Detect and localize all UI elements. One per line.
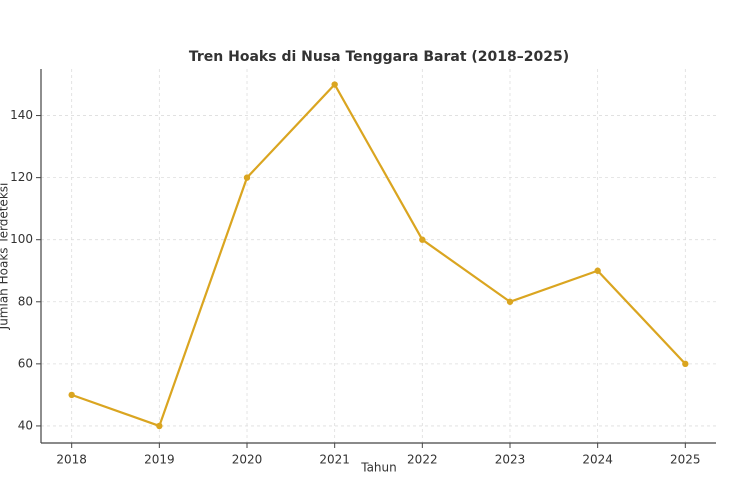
y-axis-label: Jumlah Hoaks Terdeteksi xyxy=(0,183,11,331)
chart-title: Tren Hoaks di Nusa Tenggara Barat (2018–… xyxy=(189,49,569,65)
point xyxy=(243,174,251,181)
point xyxy=(156,422,163,430)
line xyxy=(71,82,687,428)
x-tick-label: 2024 xyxy=(582,453,613,467)
y-tick-label: 120 xyxy=(10,170,33,184)
point xyxy=(594,267,601,274)
point xyxy=(419,236,426,243)
y-tick-label: 80 xyxy=(18,294,33,308)
x-tick-label: 2021 xyxy=(319,453,350,467)
point xyxy=(331,81,338,88)
point xyxy=(68,391,75,399)
y-tick-label: 60 xyxy=(18,356,33,370)
point xyxy=(506,298,514,305)
y-tick-label: 40 xyxy=(18,418,33,432)
x-tick-label: 2023 xyxy=(495,453,526,467)
x-tick-label: 2022 xyxy=(407,453,438,467)
x-axis-label: Tahun xyxy=(360,461,397,475)
x-tick-label: 2020 xyxy=(232,453,263,467)
x-tick-label: 2018 xyxy=(56,453,87,467)
point xyxy=(682,360,689,368)
x-tick-label: 2019 xyxy=(144,453,175,467)
x-tick-label: 2025 xyxy=(670,453,701,467)
y-tick-label: 100 xyxy=(10,232,33,246)
y-tick-label: 140 xyxy=(10,108,33,122)
